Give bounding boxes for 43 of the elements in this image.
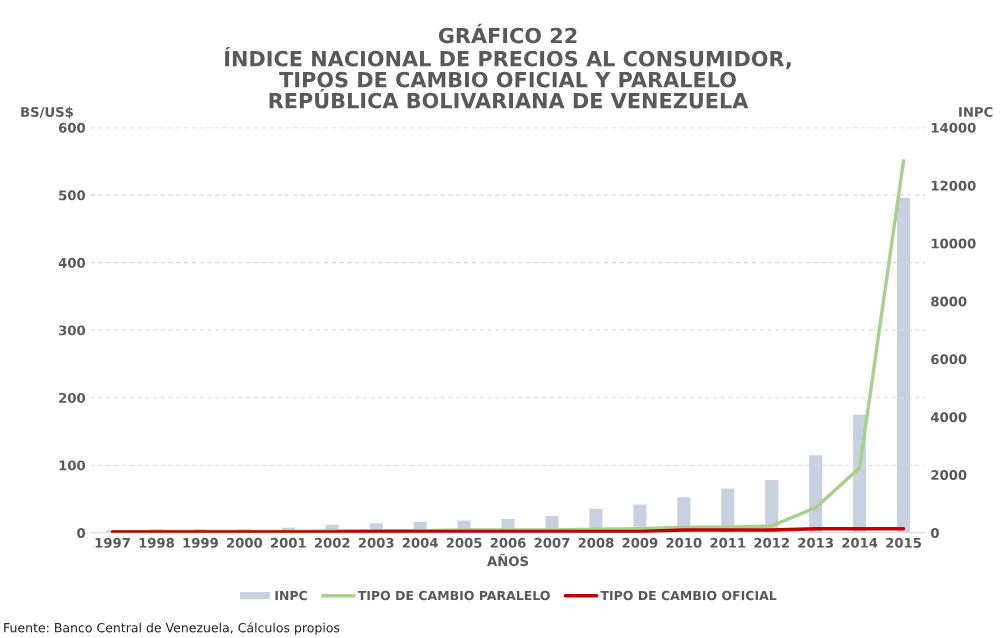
x-tick-label: 2010 (666, 537, 702, 548)
x-tick-label: 1999 (183, 537, 218, 548)
y-tick-label: 100 (59, 460, 86, 471)
legend-label: TIPO DE CAMBIO PARALELO (357, 590, 550, 601)
y-tick-label: 600 (58, 122, 86, 133)
chart-title: GRÁFICO 22 ÍNDICE NACIONAL DE PRECIOS AL CONSUMIDOR, TIPOS DE CAMBIO OFICIAL Y PARALELO REPÚBLICA BOLIVARIANA DE VENEZUELA (225, 23, 791, 109)
y-axis-title: BS/US$ (21, 106, 73, 119)
y2-tick-label: 2000 (931, 470, 967, 481)
y-tick-label: 300 (59, 325, 86, 336)
x-axis-title: AÑOS (487, 553, 529, 567)
y2-tick-label: 4000 (930, 412, 967, 423)
y2-tick-label: 10000 (931, 238, 976, 249)
y-tick-label: 500 (59, 190, 86, 201)
y2-tick-label: 6000 (931, 354, 967, 365)
x-tick-label: 1998 (139, 537, 174, 548)
x-tick-label: 2004 (402, 537, 438, 548)
legend-label: TIPO DE CAMBIO OFICIAL (600, 590, 777, 601)
y2-tick-label: 0 (931, 527, 939, 538)
x-tick-label: 2005 (446, 537, 482, 548)
source-note: Fuente: Banco Central de Venezuela, Cálculos propios (4, 622, 340, 635)
y-tick-label: 400 (58, 257, 86, 268)
x-tick-label: 1997 (95, 537, 130, 548)
legend-label: INPC (275, 590, 307, 601)
x-tick-label: 2000 (227, 537, 263, 548)
x-tick-label: 2001 (270, 537, 306, 548)
x-tick-label: 2007 (534, 537, 570, 548)
x-tick-label: 2006 (490, 537, 526, 548)
x-tick-label: 2015 (886, 537, 921, 548)
bar (895, 196, 912, 533)
x-tick-label: 2008 (578, 537, 614, 548)
y-tick-label: 0 (77, 527, 86, 538)
y2-tick-label: 12000 (931, 180, 976, 191)
x-tick-label: 2011 (710, 537, 746, 548)
x-tick-label: 2013 (798, 537, 833, 548)
x-tick-label: 2003 (358, 537, 394, 548)
x-tick-label: 2014 (842, 537, 878, 548)
y2-tick-label: 8000 (931, 296, 967, 307)
x-tick-label: 2009 (622, 537, 658, 548)
y2-axis-title: INPC (959, 106, 993, 117)
x-tick-label: 2002 (314, 537, 350, 548)
y-tick-label: 200 (59, 392, 86, 403)
y2-tick-label: 14000 (931, 122, 976, 133)
x-tick-label: 2012 (754, 537, 789, 548)
